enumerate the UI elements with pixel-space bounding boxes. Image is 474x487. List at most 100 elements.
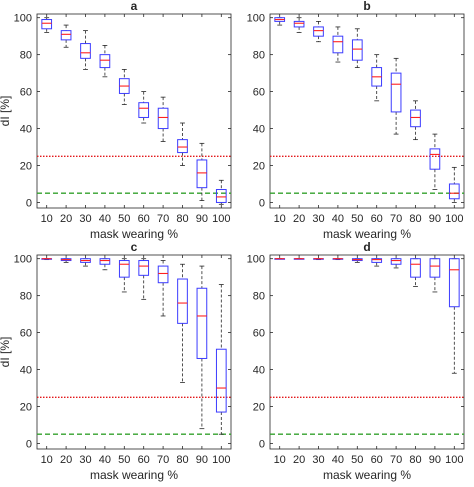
box-60 <box>138 91 150 124</box>
box-70 <box>390 258 402 269</box>
box-40 <box>99 45 111 78</box>
box-10 <box>274 258 286 260</box>
box-70 <box>157 260 169 317</box>
y-tick-label: 20 <box>253 402 265 414</box>
box-100 <box>448 258 460 374</box>
box-body <box>177 139 188 154</box>
y-tick-label: 60 <box>20 328 32 340</box>
y-tick-label: 40 <box>20 365 32 377</box>
box-50 <box>351 258 363 263</box>
x-tick-label: 60 <box>371 454 383 466</box>
box-body <box>99 258 111 265</box>
box-body <box>351 39 363 61</box>
y-axis-label: dI [%] <box>0 337 12 368</box>
box-body <box>157 265 169 284</box>
x-tick-label: 20 <box>293 454 305 466</box>
y-tick-label: 40 <box>253 124 265 136</box>
box-50 <box>118 69 130 105</box>
box-30 <box>80 30 91 70</box>
panel-d: 0 20 40 60 80 100 10 20 30 40 50 60 70 80 90 100 d mask w… <box>247 240 465 482</box>
y-tick-label: 0 <box>259 197 265 209</box>
x-axis-label: mask wearing % <box>323 468 411 482</box>
box-30 <box>313 20 324 43</box>
panel-title: b <box>363 0 370 13</box>
box-80 <box>177 263 188 383</box>
box-30 <box>313 258 324 261</box>
box-body <box>410 109 421 128</box>
x-tick-label: 80 <box>409 213 421 225</box>
box-body <box>390 72 402 113</box>
x-tick-label: 40 <box>99 454 111 466</box>
box-100 <box>448 166 460 203</box>
box-body <box>196 287 208 359</box>
y-tick-label: 0 <box>26 438 32 450</box>
x-tick-label: 100 <box>212 213 230 225</box>
box-60 <box>138 258 150 300</box>
x-tick-label: 30 <box>312 213 324 225</box>
x-tick-label: 50 <box>118 454 130 466</box>
y-tick-label: 80 <box>20 50 32 62</box>
y-tick-label: 100 <box>247 254 265 266</box>
box-40 <box>332 258 344 261</box>
x-tick-label: 30 <box>312 454 324 466</box>
x-tick-label: 60 <box>138 213 150 225</box>
box-20 <box>60 24 72 48</box>
y-tick-label: 80 <box>253 50 265 62</box>
box-body <box>99 54 111 69</box>
box-80 <box>177 122 188 166</box>
x-tick-label: 40 <box>332 454 344 466</box>
box-body <box>448 183 460 200</box>
box-50 <box>118 258 130 293</box>
x-tick-label: 80 <box>176 213 188 225</box>
panel-frame <box>36 254 232 450</box>
box-100 <box>215 179 227 205</box>
x-tick-label: 20 <box>60 454 72 466</box>
box-body <box>448 258 460 308</box>
x-tick-label: 60 <box>138 454 150 466</box>
box-10 <box>274 17 286 26</box>
x-tick-label: 100 <box>445 213 463 225</box>
box-70 <box>390 57 402 135</box>
y-tick-label: 100 <box>247 13 265 25</box>
box-body <box>313 26 324 37</box>
box-40 <box>99 258 111 271</box>
x-tick-label: 90 <box>196 213 208 225</box>
box-body <box>215 189 227 203</box>
box-body <box>41 19 53 30</box>
box-20 <box>293 17 305 33</box>
x-tick-label: 70 <box>390 213 402 225</box>
box-body <box>371 258 383 263</box>
y-tick-label: 0 <box>259 438 265 450</box>
x-tick-label: 90 <box>429 213 441 225</box>
y-tick-label: 60 <box>20 87 32 99</box>
box-body <box>80 43 91 59</box>
y-tick-label: 60 <box>253 87 265 99</box>
y-tick-label: 60 <box>253 328 265 340</box>
y-tick-label: 80 <box>253 291 265 303</box>
x-tick-label: 50 <box>351 213 363 225</box>
box-60 <box>371 258 383 267</box>
box-20 <box>293 258 305 260</box>
x-tick-label: 20 <box>293 213 305 225</box>
y-tick-label: 40 <box>20 124 32 136</box>
x-tick-label: 50 <box>351 454 363 466</box>
y-tick-label: 40 <box>253 365 265 377</box>
box-body <box>157 107 169 130</box>
box-30 <box>80 258 91 267</box>
x-tick-label: 100 <box>212 454 230 466</box>
x-tick-label: 10 <box>274 454 286 466</box>
box-body <box>118 260 130 278</box>
box-20 <box>60 258 72 263</box>
box-body <box>293 20 305 28</box>
box-90 <box>429 258 441 293</box>
x-tick-label: 40 <box>99 213 111 225</box>
y-tick-label: 100 <box>14 254 32 266</box>
panel-frame <box>269 254 465 450</box>
box-body <box>138 260 150 276</box>
box-90 <box>196 142 208 202</box>
x-tick-label: 40 <box>332 213 344 225</box>
x-axis-label: mask wearing % <box>90 227 178 241</box>
box-50 <box>351 28 363 68</box>
x-tick-label: 70 <box>157 213 169 225</box>
